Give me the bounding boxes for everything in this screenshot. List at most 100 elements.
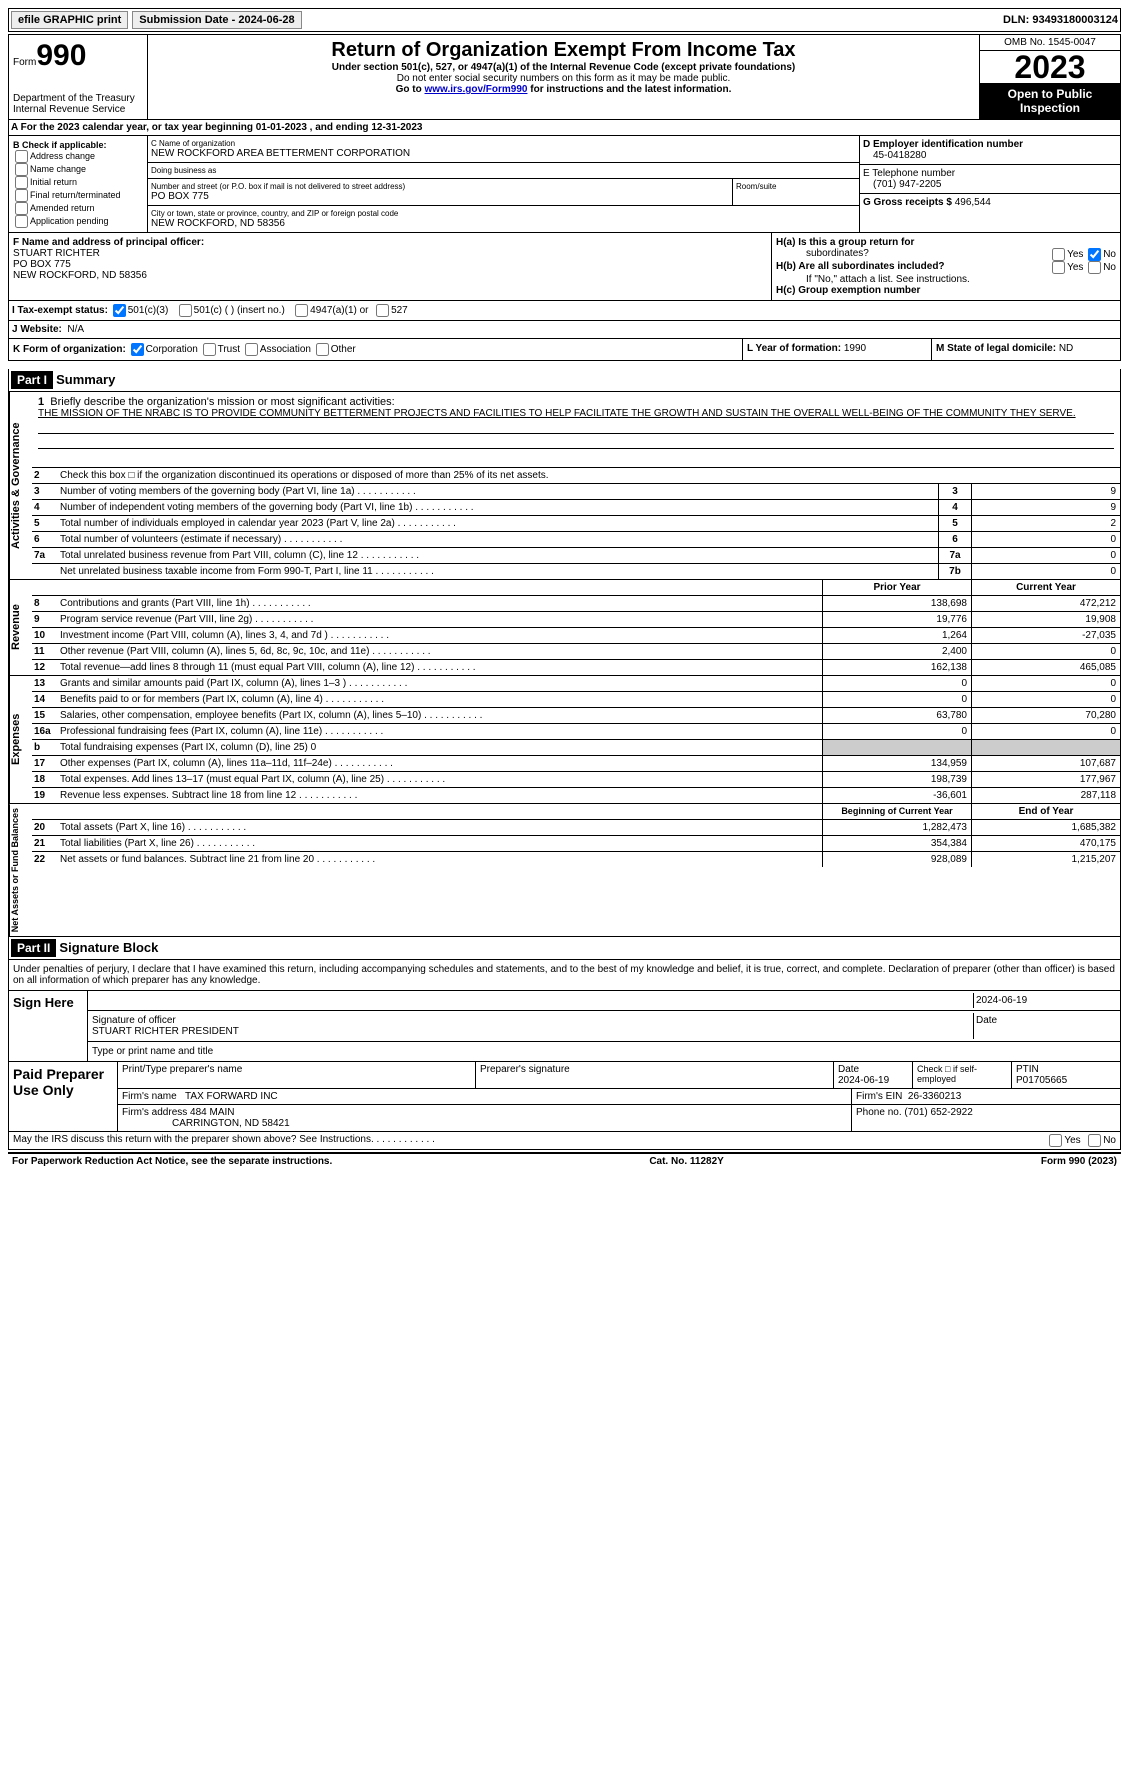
top-bar: efile GRAPHIC print Submission Date - 20… <box>8 8 1121 32</box>
part2-title: Signature Block <box>59 940 158 955</box>
k-assoc: Association <box>260 344 311 355</box>
sign-here-grid: Sign Here 2024-06-19 Signature of office… <box>9 990 1120 1061</box>
line-4: 4Number of independent voting members of… <box>32 500 1120 516</box>
expenses-section: Expenses 13Grants and similar amounts pa… <box>8 676 1121 804</box>
exp-line-14: 14Benefits paid to or for members (Part … <box>32 692 1120 708</box>
dln: DLN: 93493180003124 <box>1003 14 1118 26</box>
col-b-checkboxes: B Check if applicable: Address change Na… <box>9 136 148 232</box>
street-label: Number and street (or P.O. box if mail i… <box>151 182 729 191</box>
line-6: 6Total number of volunteers (estimate if… <box>32 532 1120 548</box>
dept-treasury: Department of the Treasury Internal Reve… <box>13 93 143 115</box>
exp-line-19: 19Revenue less expenses. Subtract line 1… <box>32 788 1120 803</box>
exp-line-15: 15Salaries, other compensation, employee… <box>32 708 1120 724</box>
ha-yes-cb[interactable] <box>1052 248 1065 261</box>
gross-label: G Gross receipts $ <box>863 197 955 208</box>
prep-date: 2024-06-19 <box>838 1075 889 1086</box>
i-4947: 4947(a)(1) or <box>310 305 368 316</box>
goto-post: for instructions and the latest informat… <box>527 84 731 95</box>
officer-street: PO BOX 775 <box>13 259 71 270</box>
sub-date-value: 2024-06-28 <box>238 14 294 26</box>
exp-line-17: 17Other expenses (Part IX, column (A), l… <box>32 756 1120 772</box>
street-row: Number and street (or P.O. box if mail i… <box>148 179 859 206</box>
hb-no-cb[interactable] <box>1088 261 1101 274</box>
k-trust: Trust <box>218 344 240 355</box>
cb-assoc[interactable] <box>245 343 258 356</box>
governance-section: Activities & Governance 1 Briefly descri… <box>8 392 1121 580</box>
cb-amended-label: Amended return <box>30 203 95 213</box>
footer-mid: Cat. No. 11282Y <box>649 1156 723 1167</box>
ha-sub: subordinates? <box>776 248 869 261</box>
dba-label: Doing business as <box>151 166 856 175</box>
expenses-content: 13Grants and similar amounts paid (Part … <box>32 676 1120 803</box>
cb-501c3[interactable] <box>113 304 126 317</box>
page-footer: For Paperwork Reduction Act Notice, see … <box>8 1152 1121 1169</box>
k-other: Other <box>331 344 356 355</box>
cb-app-pending[interactable]: Application pending <box>13 215 143 228</box>
q1-label: Briefly describe the organization's miss… <box>50 396 394 408</box>
cb-4947[interactable] <box>295 304 308 317</box>
prep-name-label: Print/Type preparer's name <box>122 1064 242 1075</box>
cb-corp[interactable] <box>131 343 144 356</box>
sig-officer-name: STUART RICHTER PRESIDENT <box>92 1026 239 1037</box>
cb-trust[interactable] <box>203 343 216 356</box>
hb-note: If "No," attach a list. See instructions… <box>776 274 1116 285</box>
line-2: 2 Check this box □ if the organization d… <box>32 468 1120 484</box>
preparer-title: Paid Preparer Use Only <box>9 1062 118 1131</box>
part1-header: Part I Summary <box>8 369 1121 392</box>
hb-label: H(b) Are all subordinates included? <box>776 261 945 272</box>
netassets-vert: Net Assets or Fund Balances <box>9 804 32 936</box>
rev-line-10: 10Investment income (Part VIII, column (… <box>32 628 1120 644</box>
discuss-yes-cb[interactable] <box>1049 1134 1062 1147</box>
dln-label: DLN: <box>1003 14 1032 26</box>
net-line-22: 22Net assets or fund balances. Subtract … <box>32 852 1120 867</box>
prep-check: Check □ if self-employed <box>912 1062 1011 1088</box>
irs-link[interactable]: www.irs.gov/Form990 <box>424 84 527 95</box>
form-header: Form990 Department of the Treasury Inter… <box>8 34 1121 120</box>
ein-value: 45-0418280 <box>863 150 1117 161</box>
form-title: Return of Organization Exempt From Incom… <box>152 39 975 62</box>
klm-row: K Form of organization: Corporation Trus… <box>8 339 1121 361</box>
cb-501c[interactable] <box>179 304 192 317</box>
room-label: Room/suite <box>736 182 856 191</box>
form-label: Form <box>13 57 36 68</box>
cb-amended[interactable]: Amended return <box>13 202 143 215</box>
tel-cell: E Telephone number (701) 947-2205 <box>860 165 1120 194</box>
prior-year-head: Prior Year <box>822 580 971 595</box>
cb-final-return[interactable]: Final return/terminated <box>13 189 143 202</box>
officer-cell: F Name and address of principal officer:… <box>9 233 771 300</box>
ptin-value: P01705665 <box>1016 1075 1067 1086</box>
phone-value: (701) 652-2922 <box>904 1107 972 1118</box>
open-public-badge: Open to Public Inspection <box>980 83 1120 119</box>
cb-final-label: Final return/terminated <box>30 190 121 200</box>
ha-no: No <box>1103 249 1116 260</box>
j-label: J Website: <box>12 324 62 335</box>
discuss-no-cb[interactable] <box>1088 1134 1101 1147</box>
hb-yes: Yes <box>1067 262 1083 273</box>
org-name-cell: C Name of organization NEW ROCKFORD AREA… <box>148 136 859 163</box>
cb-other[interactable] <box>316 343 329 356</box>
signature-section: Under penalties of perjury, I declare th… <box>8 960 1121 1150</box>
cb-527[interactable] <box>376 304 389 317</box>
cb-address-change[interactable]: Address change <box>13 150 143 163</box>
website-value: N/A <box>67 324 84 335</box>
l-cell: L Year of formation: 1990 <box>743 339 932 360</box>
dln-value: 93493180003124 <box>1032 14 1118 26</box>
part1-label: Part I <box>11 371 53 389</box>
l-value: 1990 <box>844 343 866 354</box>
org-name: NEW ROCKFORD AREA BETTERMENT CORPORATION <box>151 148 856 159</box>
cb-name-change[interactable]: Name change <box>13 163 143 176</box>
blank-line-1 <box>38 419 1114 434</box>
firm-ein: 26-3360213 <box>908 1091 961 1102</box>
governance-content: 1 Briefly describe the organization's mi… <box>32 392 1120 579</box>
website-row: J Website: N/A <box>8 321 1121 339</box>
ha-no-cb[interactable] <box>1088 248 1101 261</box>
ha-yes: Yes <box>1067 249 1083 260</box>
exp-line-18: 18Total expenses. Add lines 13–17 (must … <box>32 772 1120 788</box>
line-7b: Net unrelated business taxable income fr… <box>32 564 1120 579</box>
efile-print-button[interactable]: efile GRAPHIC print <box>11 11 128 29</box>
col-de: D Employer identification number 45-0418… <box>859 136 1120 232</box>
status-row: I Tax-exempt status: 501(c)(3) 501(c) ( … <box>8 301 1121 321</box>
hb-yes-cb[interactable] <box>1052 261 1065 274</box>
cb-initial-return[interactable]: Initial return <box>13 176 143 189</box>
m-value: ND <box>1059 343 1073 354</box>
